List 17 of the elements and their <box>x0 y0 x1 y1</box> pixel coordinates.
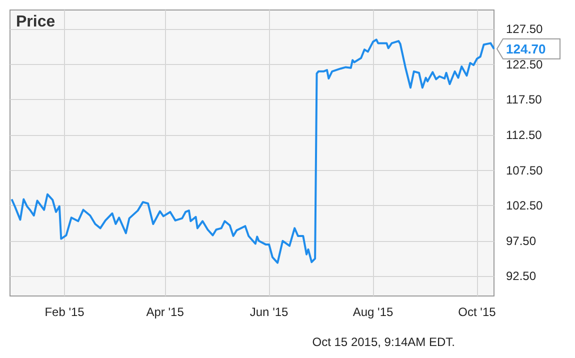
y-tick-label: 107.50 <box>506 163 544 178</box>
text: Oct 15 2015, 9:14AM EDT. <box>312 335 456 349</box>
y-tick-label: 122.50 <box>506 57 544 72</box>
chart-title: Price <box>16 14 56 30</box>
y-tick-label: 112.50 <box>506 128 542 142</box>
x-tick-label: Oct '15 <box>458 305 496 319</box>
y-tick-label: 117.50 <box>506 92 542 107</box>
x-tick-label: Apr '15 <box>146 305 184 319</box>
y-tick-label: 97.50 <box>506 234 536 248</box>
line-series <box>10 38 495 264</box>
x-tick-label: Feb '15 <box>44 305 85 319</box>
x-tick-label: Jun '15 <box>250 305 289 319</box>
y-tick-label: 102.50 <box>506 198 544 213</box>
x-tick-label: Aug '15 <box>352 305 394 319</box>
annotation: 124.70 <box>506 41 546 56</box>
y-tick-label: 92.50 <box>506 269 536 284</box>
y-tick-label: 127.50 <box>506 22 544 36</box>
